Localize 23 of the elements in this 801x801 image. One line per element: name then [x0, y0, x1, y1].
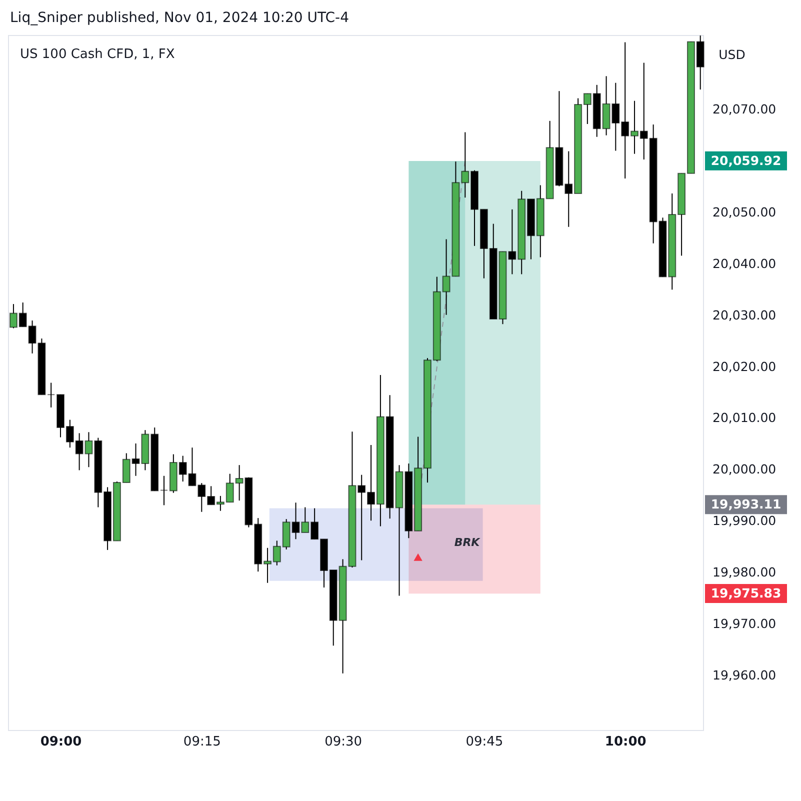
- x-tick-label: 09:30: [324, 734, 362, 750]
- y-tick-label: 20,030.00: [712, 307, 776, 322]
- ref-line-label: 19,993.11: [710, 496, 782, 512]
- y-tick-label: 19,990.00: [712, 513, 776, 528]
- y-tick-label: 20,020.00: [712, 358, 776, 374]
- ref-line-label: 20,059.92: [710, 152, 782, 168]
- y-tick-label: 19,970.00: [712, 616, 776, 632]
- y-tick-label: 20,010.00: [712, 410, 776, 426]
- y-tick-label: 20,040.00: [712, 256, 776, 271]
- chart-title: Liq_Sniper published, Nov 01, 2024 10:20 UTC-4: [10, 10, 350, 26]
- x-tick-label: 09:45: [466, 734, 504, 750]
- y-tick-label: 20,050.00: [712, 204, 776, 220]
- text: US 100 Cash CFD, 1, FX: [20, 47, 175, 62]
- x-tick-label: 09:15: [183, 734, 221, 750]
- ref-line-label: 19,975.83: [710, 586, 782, 601]
- x-tick-label: 09:00: [40, 734, 82, 750]
- y-tick-label: 19,980.00: [712, 564, 776, 580]
- x-tick-label: 10:00: [604, 734, 646, 750]
- y-tick-label: 20,070.00: [712, 102, 776, 117]
- annotation: BRK: [454, 536, 482, 549]
- y-tick-label: 20,000.00: [712, 462, 776, 477]
- y-tick-label: 19,960.00: [712, 667, 776, 682]
- text: USD: [718, 47, 746, 62]
